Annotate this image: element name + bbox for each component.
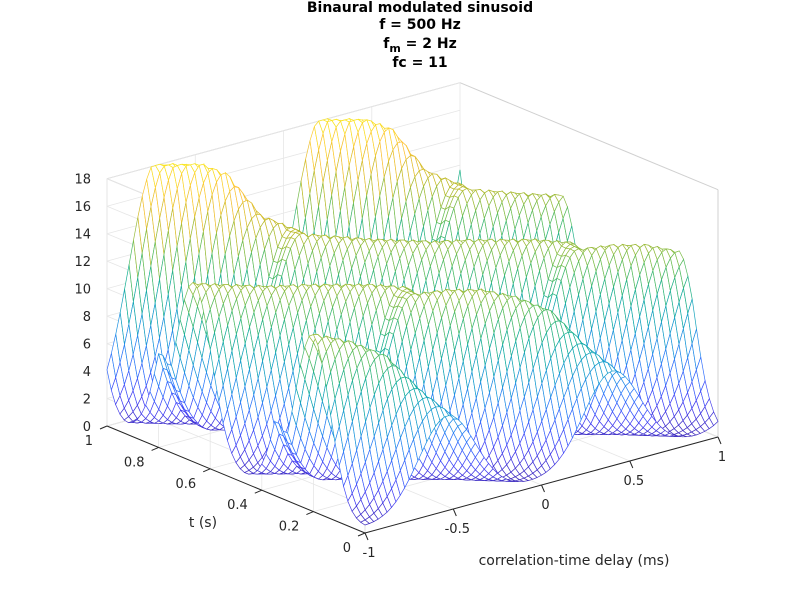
- z-tick-label: 12: [74, 255, 91, 270]
- y-tick-label: 0.4: [227, 498, 248, 513]
- y-tick-mark: [99, 425, 108, 430]
- y-tick-mark: [357, 532, 366, 537]
- y-axis-line: [106, 425, 366, 534]
- box-edge: [459, 82, 719, 191]
- y-tick-mark: [203, 468, 211, 473]
- y-tick-label: 0.2: [279, 520, 300, 535]
- y-tick-mark: [306, 511, 314, 516]
- z-tick-label: 16: [74, 200, 91, 215]
- chart-title: Binaural modulated sinusoid f = 500 Hz f…: [307, 0, 533, 71]
- x-tick-label: 0.5: [623, 474, 644, 489]
- x-tick-label: -1: [363, 546, 376, 561]
- y-tick-label: 0: [343, 541, 351, 556]
- z-tick-label: 0: [83, 420, 91, 435]
- x-tick-mark: [717, 436, 722, 445]
- x-tick-mark: [541, 484, 545, 493]
- y-tick-mark: [151, 446, 159, 451]
- x-tick-label: 0: [541, 498, 549, 513]
- mesh-cell: [708, 411, 719, 427]
- z-tick-label: 2: [83, 393, 91, 408]
- z-tick-label: 8: [83, 310, 91, 325]
- x-tick-mark: [629, 460, 634, 469]
- title-line-2: f = 500 Hz: [379, 17, 461, 33]
- axes: [99, 425, 722, 541]
- title-line-4: fc = 11: [392, 55, 447, 71]
- z-tick-label: 14: [74, 228, 91, 243]
- z-tick-label: 6: [83, 338, 91, 353]
- z-tick-label: 4: [83, 365, 91, 380]
- x-tick-mark: [364, 532, 369, 541]
- x-tick-label: 1: [718, 450, 726, 465]
- x-axis-label: correlation-time delay (ms): [479, 553, 670, 569]
- x-tick-label: -0.5: [445, 522, 470, 537]
- y-tick-label: 0.8: [124, 455, 145, 470]
- x-tick-mark: [452, 508, 457, 517]
- z-tick-label: 18: [74, 173, 91, 188]
- y-tick-label: 1: [85, 434, 93, 449]
- surface-mesh: [106, 117, 719, 526]
- title-line-1: Binaural modulated sinusoid: [307, 0, 533, 16]
- z-tick-label: 10: [74, 283, 91, 298]
- y-axis-label: t (s): [189, 515, 217, 531]
- title-line-3: fm = 2 Hz: [383, 36, 457, 55]
- y-tick-mark: [254, 489, 262, 494]
- y-tick-label: 0.6: [176, 477, 197, 492]
